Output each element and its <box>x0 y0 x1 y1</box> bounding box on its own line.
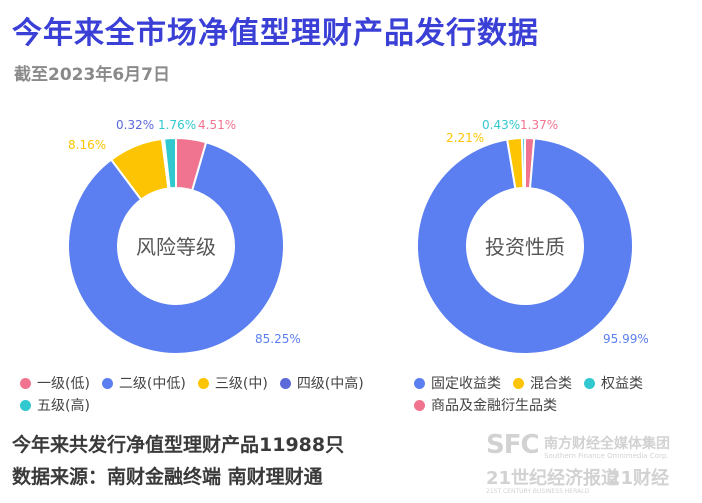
group-name-en: Southern Finance Omnimedia Corp. <box>544 452 669 460</box>
data-label: 85.25% <box>255 332 301 346</box>
legend-marker <box>279 377 291 389</box>
donut-center-label: 风险等级 <box>136 235 216 259</box>
data-source-text: 数据来源：南财金融终端 南财理财通 <box>12 466 323 488</box>
data-label: 0.32% <box>116 118 154 132</box>
data-label: 2.21% <box>446 131 484 145</box>
legend-label: 固定收益类 <box>431 376 501 392</box>
slice-2 <box>67 141 285 355</box>
page-title: 今年来全市场净值型理财产品发行数据 <box>12 16 539 51</box>
legend-label: 二级(中低) <box>118 376 186 392</box>
donut-center-label: 投资性质 <box>485 235 565 259</box>
data-label: 0.43% <box>482 118 520 132</box>
legend-marker <box>584 377 595 389</box>
publisher-watermark: SFC 南方财经全媒体集团 Southern Finance Omnimedia… <box>486 430 696 500</box>
legend-label: 权益类 <box>601 376 643 392</box>
data-label: 1.37% <box>520 118 558 132</box>
legend-row: 商品及金融衍生品类 <box>414 394 655 416</box>
total-issued-text: 今年来共发行净值型理财产品11988只 <box>12 434 345 456</box>
paper-name-en: 21ST CENTURY BUSINESS HERALD <box>486 488 590 495</box>
legend-item: 商品及金融衍生品类 <box>414 395 557 415</box>
donut-chart-2: 投资性质 1.37% 95.99% 2.21%0.43% <box>416 118 649 355</box>
legend-item: 二级(中低) <box>101 373 186 393</box>
legend-row: 一级(低) 二级(中低) 三级(中) 四级(中高) <box>20 372 376 394</box>
legend-label: 三级(中) <box>214 376 268 392</box>
data-label: 4.51% <box>198 118 236 132</box>
legend-item: 一级(低) <box>20 373 90 393</box>
legend-label: 四级(中高) <box>296 376 364 392</box>
legend-row: 固定收益类 混合类 权益类 <box>414 372 655 394</box>
legend-marker <box>513 377 524 389</box>
legend-investment-type: 固定收益类 混合类 权益类 商品及金融衍生品类 <box>414 372 655 416</box>
legend-marker <box>20 399 31 411</box>
legend-marker <box>101 377 113 389</box>
legend-label: 混合类 <box>530 376 572 392</box>
legend-label: 商品及金融衍生品类 <box>431 398 557 414</box>
slice-5 <box>162 136 177 190</box>
sfc-logo: SFC <box>486 430 540 460</box>
legend-item: 权益类 <box>584 373 643 393</box>
legend-label: 五级(高) <box>37 398 90 414</box>
legend-item: 五级(高) <box>20 395 90 415</box>
legend-item: 三级(中) <box>197 373 268 393</box>
legend-item: 固定收益类 <box>414 373 501 393</box>
legend-marker <box>20 377 31 389</box>
group-name: 南方财经全媒体集团 <box>544 436 670 452</box>
slice-2 <box>416 137 634 355</box>
legend-marker <box>414 377 425 389</box>
data-label: 8.16% <box>68 138 106 152</box>
page-subtitle: 截至2023年6月7日 <box>14 65 170 85</box>
donut-chart-1: 风险等级 4.51% 85.25% 8.16% 0.32% 1.76% <box>67 118 301 355</box>
legend-label: 一级(低) <box>37 376 90 392</box>
paper-name: 21世纪经济报道 <box>486 468 620 489</box>
legend-risk-level: 一级(低) 二级(中低) 三级(中) 四级(中高) 五级(高) <box>20 372 376 416</box>
legend-row: 五级(高) <box>20 394 376 416</box>
legend-item: 四级(中高) <box>279 373 364 393</box>
brand-name: 21财经 <box>608 468 670 489</box>
data-label: 1.76% <box>158 118 196 132</box>
legend-marker <box>414 399 425 411</box>
data-label: 95.99% <box>603 332 649 346</box>
legend-item: 混合类 <box>513 373 572 393</box>
slice-4 <box>521 136 526 190</box>
legend-marker <box>197 377 209 389</box>
